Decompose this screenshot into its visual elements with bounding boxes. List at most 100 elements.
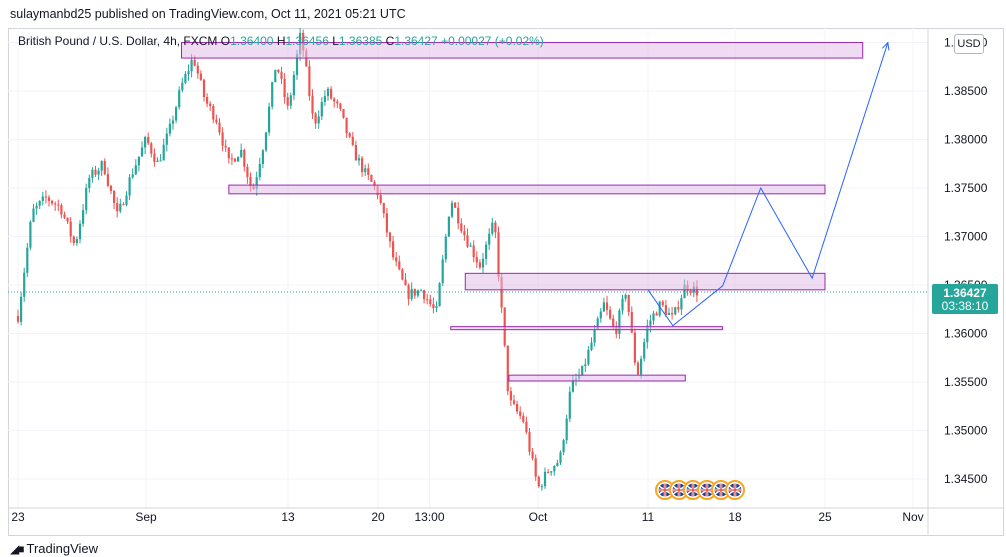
price-zone[interactable] [464, 272, 826, 291]
candle-body [162, 144, 165, 161]
x-tick-label: 13:00 [414, 510, 444, 524]
candle-body [311, 95, 314, 114]
legend-close: C1.36427 [385, 34, 438, 48]
candle-body [171, 120, 175, 124]
candlestick-chart[interactable]: 1.390001.385001.380001.375001.370001.365… [8, 28, 1004, 536]
price-zone[interactable] [228, 184, 826, 195]
candle-body [295, 54, 299, 75]
candle-body [590, 342, 593, 350]
candle-body [658, 301, 661, 316]
candle-body [187, 71, 190, 74]
candle-body [416, 290, 419, 296]
candle-body [268, 106, 271, 133]
candle-body [181, 82, 184, 91]
candle-body [69, 221, 72, 237]
candle-body [463, 231, 466, 236]
candle-body [72, 236, 75, 244]
candle-body [488, 233, 491, 245]
candle-body [159, 160, 162, 162]
candle-body [255, 177, 258, 190]
uk-flag-icon[interactable] [725, 480, 745, 500]
candle-body [379, 195, 382, 204]
candle-body [630, 312, 633, 333]
candle-body [202, 79, 206, 98]
candle-body [364, 168, 367, 173]
candle-body [497, 232, 500, 277]
currency-button[interactable]: USD [954, 34, 984, 54]
candle-body [559, 452, 562, 463]
candle-body [674, 307, 677, 315]
candle-body [60, 205, 63, 215]
candle-body [264, 132, 268, 151]
candle-body [345, 117, 348, 134]
candle-body [636, 362, 640, 375]
candle-body [444, 236, 447, 260]
candle-body [224, 145, 227, 148]
candle-body [165, 133, 168, 145]
candle-body [122, 203, 125, 205]
candle-body [147, 137, 150, 144]
candle-body [500, 276, 503, 308]
candle-body [227, 147, 230, 159]
candle-body [209, 103, 212, 106]
candle-body [184, 73, 187, 83]
candle-body [553, 465, 556, 472]
candle-body [491, 222, 494, 234]
candle-body [113, 190, 116, 204]
candle-body [522, 415, 525, 422]
candle-body [41, 196, 44, 202]
candle-body [271, 82, 274, 107]
candle-body [432, 304, 435, 309]
candle-body [643, 342, 646, 359]
candle-body [342, 108, 345, 118]
candle-body [525, 421, 528, 433]
projection-path[interactable] [647, 42, 889, 327]
candle-body [320, 102, 323, 117]
candle-body [615, 327, 618, 334]
candle-body [57, 204, 60, 206]
candle-body [609, 309, 612, 319]
candle-body [153, 153, 156, 162]
candle-body [562, 440, 565, 453]
tradingview-footer[interactable]: ◢■ TradingView [10, 541, 98, 556]
candle-body [565, 418, 568, 441]
price-zone[interactable] [508, 374, 686, 382]
candle-body [82, 210, 85, 224]
candle-body [438, 283, 441, 307]
candle-body [35, 205, 38, 209]
candle-body [75, 239, 78, 244]
candle-body [106, 174, 109, 186]
candle-body [599, 311, 602, 319]
legend-high: H1.36456 [276, 34, 329, 48]
candle-body [178, 90, 181, 108]
y-tick-label: 1.35000 [944, 423, 988, 437]
candle-body [29, 221, 32, 248]
candle-body [137, 156, 140, 166]
candle-body [175, 107, 178, 121]
candle-body [119, 203, 122, 212]
candle-body [20, 296, 23, 322]
candle-body [506, 345, 509, 392]
candle-body [621, 298, 624, 311]
candle-body [429, 299, 432, 305]
candle-body [317, 116, 320, 124]
uk-flag-icon[interactable] [697, 480, 717, 500]
candle-body [435, 306, 438, 309]
uk-flag-icon[interactable] [683, 480, 703, 500]
candle-body [454, 202, 457, 208]
candle-body [91, 169, 94, 178]
candle-body [640, 358, 643, 375]
uk-flag-icon[interactable] [655, 480, 675, 500]
candle-body [404, 279, 407, 286]
candle-body [283, 78, 286, 98]
candle-body [199, 73, 202, 80]
candle-body [103, 161, 106, 175]
candle-body [206, 97, 209, 104]
candle-body [509, 391, 512, 401]
candle-body [261, 150, 264, 164]
candle-countdown: 03:38:10 [942, 299, 989, 313]
price-zone[interactable] [450, 326, 724, 331]
candle-body [677, 307, 680, 310]
price-zone[interactable] [181, 42, 864, 59]
candle-body [246, 166, 249, 178]
